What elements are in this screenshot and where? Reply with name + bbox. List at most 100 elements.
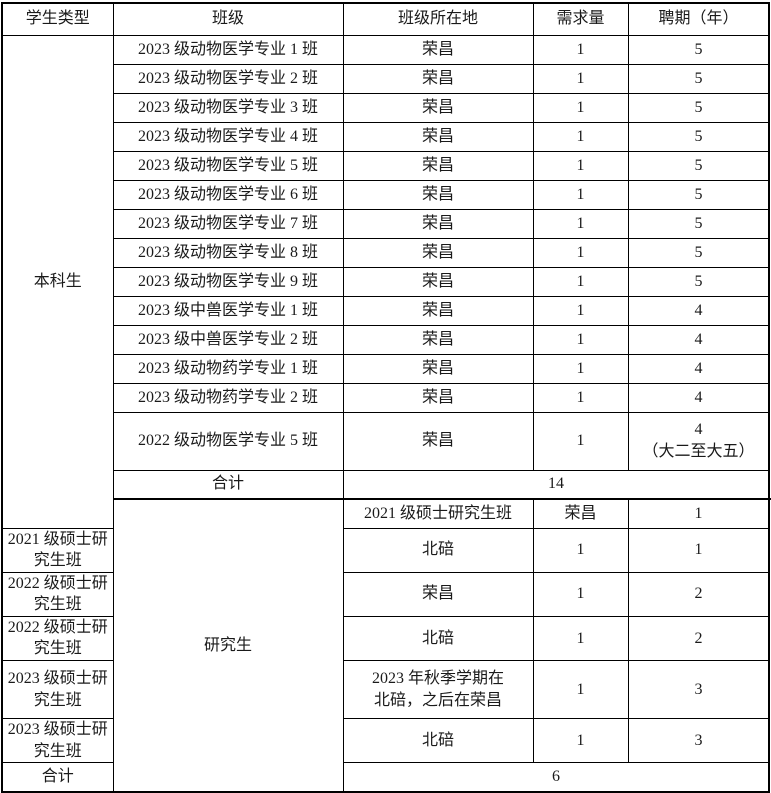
demand-cell: 1 [532, 266, 629, 297]
table-row: 2023 级动物医学专业 2 班 荣昌 1 5 [2, 63, 770, 94]
class-cell: 2023 级动物医学专业 1 班 [112, 34, 344, 65]
period-cell: 2 [627, 571, 770, 617]
demand-cell: 1 [532, 527, 629, 573]
demand-cell: 1 [532, 237, 629, 268]
period-note: （大二至大五） [642, 443, 755, 460]
period-cell: 5 [627, 208, 770, 239]
table-row: 2022 级动物医学专业 5 班 荣昌 1 4 （大二至大五） [2, 411, 770, 471]
location-cell: 2023 年秋季学期在 北碚，之后在荣昌 [342, 660, 534, 720]
table-row: 2023 级动物医学专业 5 班 荣昌 1 5 [2, 150, 770, 181]
table-row: 2023 级动物医学专业 8 班 荣昌 1 5 [2, 237, 770, 268]
period-cell: 5 [627, 237, 770, 268]
class-cell: 2023 级动物医学专业 4 班 [112, 121, 344, 152]
location-cell: 荣昌 [342, 382, 534, 413]
location-cell: 荣昌 [342, 353, 534, 384]
location-cell: 荣昌 [342, 150, 534, 181]
demand-cell: 1 [532, 179, 629, 210]
period-cell: 4 [627, 295, 770, 326]
table-row: 2023 级动物药学专业 2 班 荣昌 1 4 [2, 382, 770, 413]
location-cell: 荣昌 [342, 92, 534, 123]
class-cell: 2023 级动物药学专业 2 班 [112, 382, 344, 413]
demand-cell: 1 [627, 498, 770, 529]
period-cell: 3 [627, 718, 770, 764]
total-label-cell: 合计 [1, 762, 114, 793]
class-cell: 2023 级中兽医学专业 1 班 [112, 295, 344, 326]
class-cell: 2021 级硕士研究生班 [342, 498, 534, 529]
table-row: 本科生 2023 级动物医学专业 1 班 荣昌 1 5 [1, 34, 770, 529]
location-line-1: 2023 年秋季学期在 [371, 669, 504, 687]
header-cell-demand: 需求量 [532, 2, 629, 36]
total-value-cell: 14 [342, 469, 770, 500]
table-row: 2023 级动物医学专业 3 班 荣昌 1 5 [2, 92, 770, 123]
class-cell: 2022 级硕士研究生班 [1, 615, 114, 662]
table-row: 2023 级中兽医学专业 1 班 荣昌 1 4 [2, 295, 770, 326]
table-row: 2021 级硕士研究生班 北碚 1 1 [1, 527, 770, 573]
period-cell: 4 [627, 382, 770, 413]
demand-cell: 1 [532, 208, 629, 239]
demand-cell: 1 [532, 150, 629, 181]
demand-cell: 1 [532, 571, 629, 617]
location-cell: 北碚 [342, 718, 534, 764]
location-cell: 荣昌 [342, 571, 534, 617]
demand-cell: 1 [532, 324, 629, 355]
location-cell: 荣昌 [532, 498, 629, 529]
period-cell: 5 [627, 34, 770, 65]
header-cell-class: 班级 [112, 2, 344, 36]
table-row: 2023 级动物药学专业 1 班 荣昌 1 4 [2, 353, 770, 384]
location-cell: 荣昌 [342, 237, 534, 268]
total-row-undergrad: 合计 14 [2, 469, 770, 500]
table-row: 2022 级硕士研究生班 荣昌 1 2 [1, 571, 770, 617]
class-cell: 2023 级动物医学专业 6 班 [112, 179, 344, 210]
period-value: 4 [694, 421, 703, 439]
class-cell: 2023 级中兽医学专业 2 班 [112, 324, 344, 355]
demand-cell: 1 [532, 718, 629, 764]
class-cell: 2023 级硕士研究生班 [1, 660, 114, 720]
total-value-cell: 6 [342, 762, 770, 793]
location-cell: 荣昌 [342, 63, 534, 94]
location-cell: 北碚 [342, 527, 534, 573]
demand-cell: 1 [532, 295, 629, 326]
period-cell: 5 [627, 63, 770, 94]
period-cell: 5 [627, 92, 770, 123]
class-cell: 2023 级动物医学专业 2 班 [112, 63, 344, 94]
table-row: 2023 级动物医学专业 9 班 荣昌 1 5 [2, 266, 770, 297]
table-row: 研究生 2021 级硕士研究生班 荣昌 1 1 [2, 498, 770, 793]
period-cell: 2 [627, 615, 770, 662]
location-line-2: 北碚，之后在荣昌 [373, 691, 502, 709]
class-cell: 2021 级硕士研究生班 [1, 527, 114, 573]
demand-cell: 1 [532, 63, 629, 94]
class-cell: 2023 级硕士研究生班 [1, 718, 114, 764]
demand-cell: 1 [532, 121, 629, 152]
class-cell: 2022 级硕士研究生班 [1, 571, 114, 617]
location-cell: 荣昌 [342, 411, 534, 471]
period-cell: 5 [627, 266, 770, 297]
location-cell: 荣昌 [342, 266, 534, 297]
location-cell: 北碚 [342, 615, 534, 662]
class-cell: 2023 级动物医学专业 8 班 [112, 237, 344, 268]
period-cell: 5 [627, 121, 770, 152]
period-cell: 5 [627, 179, 770, 210]
demand-cell: 1 [532, 660, 629, 720]
class-cell: 2023 级动物医学专业 5 班 [112, 150, 344, 181]
period-cell: 4 [627, 353, 770, 384]
period-cell: 1 [627, 527, 770, 573]
student-type-cell-grad: 研究生 [112, 498, 344, 793]
demand-cell: 1 [532, 615, 629, 662]
table-row: 2023 级硕士研究生班 2023 年秋季学期在 北碚，之后在荣昌 1 3 [1, 660, 770, 720]
location-cell: 荣昌 [342, 208, 534, 239]
header-cell-period: 聘期（年） [627, 2, 770, 36]
header-row: 学生类型 班级 班级所在地 需求量 聘期（年） [1, 2, 770, 36]
total-label-cell: 合计 [112, 469, 344, 500]
table-row: 2023 级动物医学专业 4 班 荣昌 1 5 [2, 121, 770, 152]
period-cell: 4 [627, 324, 770, 355]
demand-cell: 1 [532, 411, 629, 471]
table-row: 2023 级中兽医学专业 2 班 荣昌 1 4 [2, 324, 770, 355]
class-cell: 2023 级动物医学专业 9 班 [112, 266, 344, 297]
class-cell: 2022 级动物医学专业 5 班 [112, 411, 344, 471]
demand-cell: 1 [532, 382, 629, 413]
class-cell: 2023 级动物医学专业 7 班 [112, 208, 344, 239]
period-cell: 5 [627, 150, 770, 181]
header-cell-location: 班级所在地 [342, 2, 534, 36]
